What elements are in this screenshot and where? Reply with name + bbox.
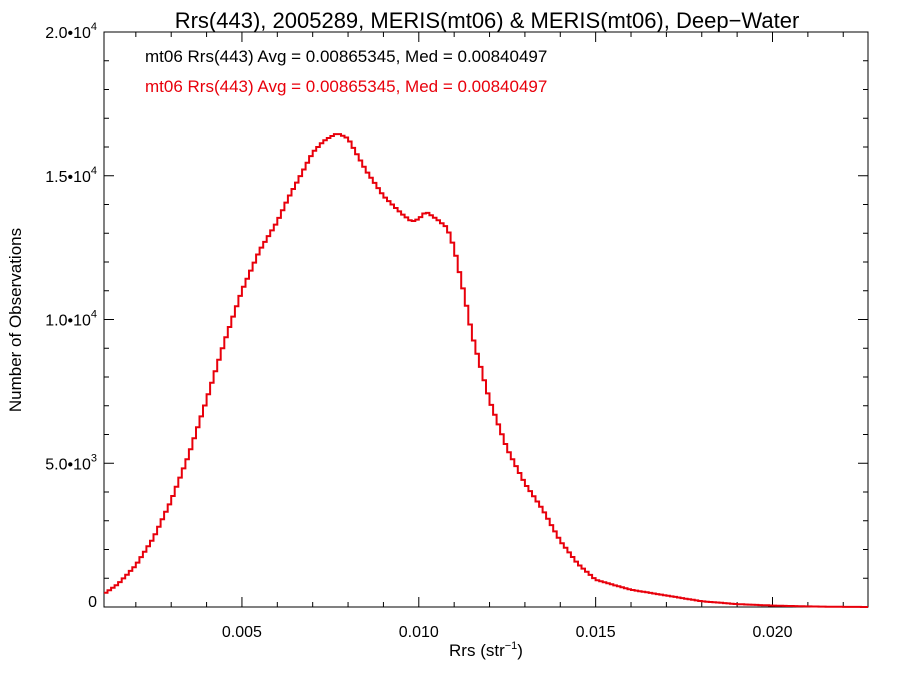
stat-annotation-1: mt06 Rrs(443) Avg = 0.00865345, Med = 0.…: [145, 47, 547, 66]
y-tick-label: 1.5•104: [45, 165, 97, 186]
stat-annotations: mt06 Rrs(443) Avg = 0.00865345, Med = 0.…: [145, 47, 547, 96]
x-axis-label-text: Rrs (str: [449, 641, 505, 660]
stat-annotation-2: mt06 Rrs(443) Avg = 0.00865345, Med = 0.…: [145, 77, 547, 96]
y-tick-label: 2.0•104: [45, 21, 97, 42]
x-axis-label: Rrs (str−1): [449, 640, 523, 660]
x-tick-label: 0.020: [752, 624, 792, 641]
y-tick-label: 1.0•104: [45, 309, 97, 330]
y-axis-ticks: 0 5.0•103 1.0•104 1.5•104 2.0•104: [45, 21, 868, 611]
x-axis-label-close: ): [517, 641, 523, 660]
x-axis-ticks: 0.005 0.010 0.015 0.020: [135, 32, 844, 641]
x-tick-label: 0.010: [399, 624, 439, 641]
plot-frame: [103, 31, 869, 608]
y-tick-label: 0: [88, 594, 97, 611]
chart-title: Rrs(443), 2005289, MERIS(mt06) & MERIS(m…: [175, 8, 800, 33]
x-axis-label-sup: −1: [505, 640, 518, 652]
y-tick-label: 5.0•103: [45, 452, 97, 473]
histogram-series-line: [104, 133, 868, 608]
y-axis-label: Number of Observations: [6, 228, 25, 412]
x-tick-label: 0.015: [576, 624, 616, 641]
x-tick-label: 0.005: [222, 624, 262, 641]
